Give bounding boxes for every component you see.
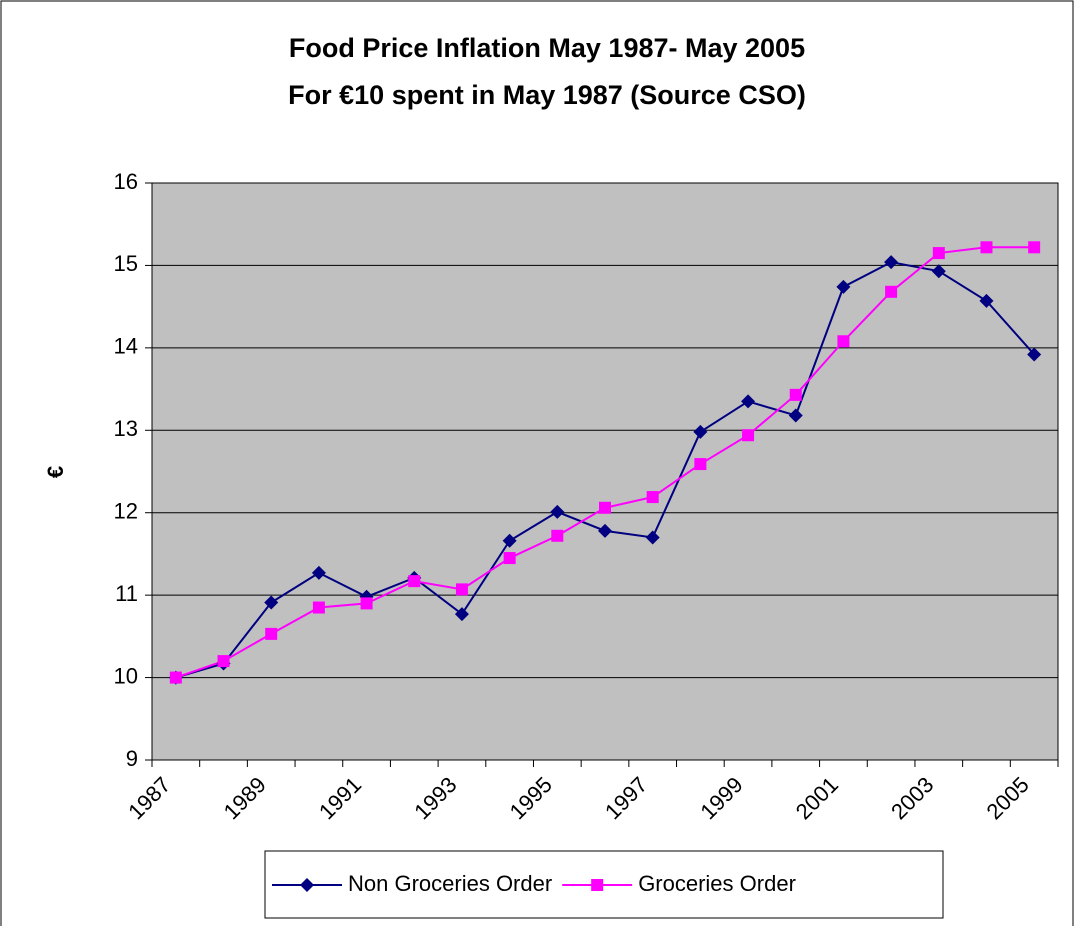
data-point xyxy=(265,627,278,640)
plot-area xyxy=(152,183,1058,760)
data-point xyxy=(694,458,707,471)
data-point xyxy=(455,583,468,596)
data-point xyxy=(742,429,755,442)
data-point xyxy=(884,255,899,270)
data-point xyxy=(741,394,756,409)
legend-label: Non Groceries Order xyxy=(348,871,552,896)
legend-label: Groceries Order xyxy=(638,871,796,896)
data-point xyxy=(454,607,469,622)
data-point xyxy=(1028,241,1041,254)
data-point xyxy=(932,247,945,260)
data-point xyxy=(551,529,564,542)
legend-marker xyxy=(300,878,314,892)
data-point xyxy=(598,523,612,538)
data-point xyxy=(311,565,326,580)
data-point xyxy=(885,285,898,298)
y-tick-label: 15 xyxy=(114,251,138,276)
data-point xyxy=(408,575,421,588)
data-point xyxy=(646,491,659,504)
legend-marker xyxy=(591,879,604,891)
data-point xyxy=(599,501,611,514)
y-tick-label: 13 xyxy=(114,416,138,441)
data-point xyxy=(931,264,946,279)
y-tick-label: 14 xyxy=(114,334,138,359)
y-tick-label: 9 xyxy=(126,746,138,771)
data-point xyxy=(645,530,660,545)
data-point xyxy=(836,279,851,294)
legend: Non Groceries Order Groceries Order xyxy=(264,850,944,919)
data-point xyxy=(360,597,373,610)
chart-title: Food Price Inflation May 1987- May 2005 xyxy=(289,33,805,63)
data-point xyxy=(980,241,993,254)
data-point xyxy=(788,408,803,423)
data-point xyxy=(169,671,182,684)
data-point xyxy=(312,601,325,614)
data-point xyxy=(837,335,850,348)
plot-border xyxy=(151,182,1059,761)
data-point xyxy=(550,504,565,519)
chart-subtitle: For €10 spent in May 1987 (Source CSO) xyxy=(288,80,806,110)
data-point xyxy=(789,388,802,401)
data-point xyxy=(1027,347,1042,362)
data-point xyxy=(693,424,708,439)
y-tick-label: 12 xyxy=(114,499,138,524)
data-point xyxy=(264,595,279,610)
y-axis-label: € xyxy=(43,466,68,478)
data-point xyxy=(502,533,517,548)
y-tick-label: 16 xyxy=(114,169,138,194)
data-point xyxy=(217,655,230,668)
y-tick-label: 11 xyxy=(115,581,138,606)
data-point xyxy=(503,552,516,565)
data-point xyxy=(979,293,994,308)
y-tick-label: 10 xyxy=(114,663,138,688)
